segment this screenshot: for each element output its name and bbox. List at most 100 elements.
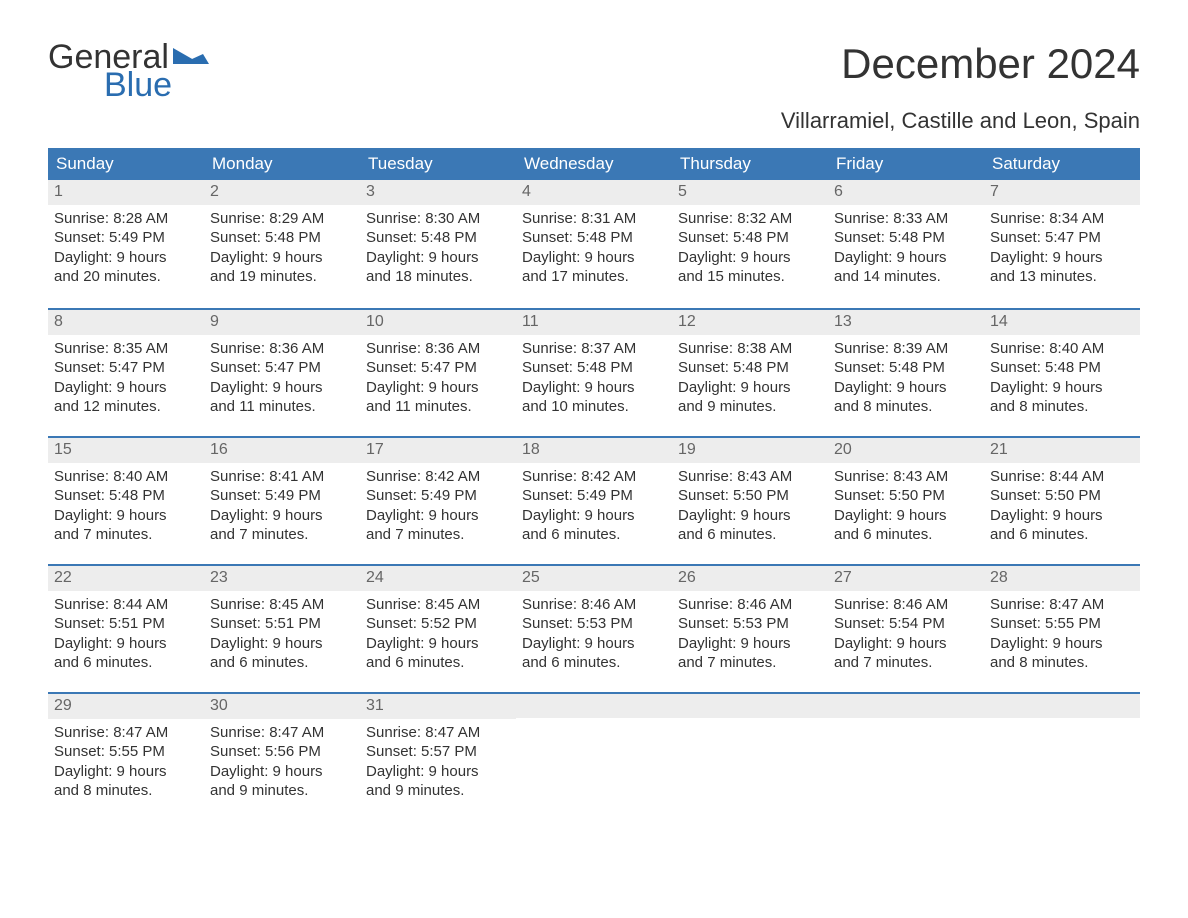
calendar-cell: 24Sunrise: 8:45 AMSunset: 5:52 PMDayligh… [360, 566, 516, 692]
day-number: 22 [48, 566, 204, 591]
day-sunset: Sunset: 5:55 PM [54, 742, 198, 762]
day-sunset: Sunset: 5:49 PM [210, 486, 354, 506]
day-details: Sunrise: 8:44 AMSunset: 5:51 PMDaylight:… [48, 591, 204, 683]
day-dl1: Daylight: 9 hours [522, 506, 666, 526]
day-sunrise: Sunrise: 8:42 AM [366, 467, 510, 487]
day-dl1: Daylight: 9 hours [990, 506, 1134, 526]
day-number: 4 [516, 180, 672, 205]
day-sunrise: Sunrise: 8:36 AM [210, 339, 354, 359]
day-sunset: Sunset: 5:53 PM [522, 614, 666, 634]
day-number: 14 [984, 310, 1140, 335]
day-details: Sunrise: 8:30 AMSunset: 5:48 PMDaylight:… [360, 205, 516, 297]
day-number: 13 [828, 310, 984, 335]
day-details: Sunrise: 8:41 AMSunset: 5:49 PMDaylight:… [204, 463, 360, 555]
day-dl1: Daylight: 9 hours [210, 634, 354, 654]
day-sunset: Sunset: 5:52 PM [366, 614, 510, 634]
day-number: 30 [204, 694, 360, 719]
brand-word2: Blue [104, 68, 209, 102]
day-number [828, 694, 984, 718]
day-sunset: Sunset: 5:48 PM [678, 358, 822, 378]
day-dl2: and 6 minutes. [522, 653, 666, 673]
day-dl1: Daylight: 9 hours [834, 634, 978, 654]
day-sunrise: Sunrise: 8:32 AM [678, 209, 822, 229]
day-dl1: Daylight: 9 hours [834, 378, 978, 398]
calendar-week-row: 22Sunrise: 8:44 AMSunset: 5:51 PMDayligh… [48, 564, 1140, 692]
day-dl1: Daylight: 9 hours [54, 506, 198, 526]
day-dl1: Daylight: 9 hours [834, 248, 978, 268]
day-sunrise: Sunrise: 8:46 AM [522, 595, 666, 615]
day-sunrise: Sunrise: 8:44 AM [54, 595, 198, 615]
day-number: 11 [516, 310, 672, 335]
day-number: 9 [204, 310, 360, 335]
day-sunrise: Sunrise: 8:47 AM [366, 723, 510, 743]
calendar-week-row: 8Sunrise: 8:35 AMSunset: 5:47 PMDaylight… [48, 308, 1140, 436]
day-number: 12 [672, 310, 828, 335]
day-sunset: Sunset: 5:51 PM [210, 614, 354, 634]
calendar-cell: 9Sunrise: 8:36 AMSunset: 5:47 PMDaylight… [204, 310, 360, 436]
day-dl1: Daylight: 9 hours [678, 248, 822, 268]
calendar-cell: 26Sunrise: 8:46 AMSunset: 5:53 PMDayligh… [672, 566, 828, 692]
day-sunrise: Sunrise: 8:37 AM [522, 339, 666, 359]
day-sunrise: Sunrise: 8:44 AM [990, 467, 1134, 487]
day-number: 3 [360, 180, 516, 205]
day-sunrise: Sunrise: 8:31 AM [522, 209, 666, 229]
calendar-cell: 1Sunrise: 8:28 AMSunset: 5:49 PMDaylight… [48, 180, 204, 308]
day-dl2: and 6 minutes. [522, 525, 666, 545]
day-sunrise: Sunrise: 8:36 AM [366, 339, 510, 359]
day-number: 25 [516, 566, 672, 591]
calendar-cell: 5Sunrise: 8:32 AMSunset: 5:48 PMDaylight… [672, 180, 828, 308]
day-sunset: Sunset: 5:47 PM [366, 358, 510, 378]
day-sunset: Sunset: 5:47 PM [54, 358, 198, 378]
day-sunset: Sunset: 5:49 PM [522, 486, 666, 506]
day-number: 23 [204, 566, 360, 591]
day-dl1: Daylight: 9 hours [366, 378, 510, 398]
day-details: Sunrise: 8:47 AMSunset: 5:55 PMDaylight:… [984, 591, 1140, 683]
day-dl1: Daylight: 9 hours [54, 248, 198, 268]
day-dl2: and 7 minutes. [678, 653, 822, 673]
day-sunrise: Sunrise: 8:38 AM [678, 339, 822, 359]
day-dl1: Daylight: 9 hours [54, 762, 198, 782]
day-sunset: Sunset: 5:50 PM [834, 486, 978, 506]
day-details: Sunrise: 8:32 AMSunset: 5:48 PMDaylight:… [672, 205, 828, 297]
day-number: 10 [360, 310, 516, 335]
day-dl2: and 11 minutes. [366, 397, 510, 417]
day-dl1: Daylight: 9 hours [678, 634, 822, 654]
day-number: 19 [672, 438, 828, 463]
calendar-cell: 10 Sunrise: 8:36 AMSunset: 5:47 PMDayligh… [360, 310, 516, 436]
day-sunset: Sunset: 5:47 PM [990, 228, 1134, 248]
calendar-cell: 13Sunrise: 8:39 AMSunset: 5:48 PMDayligh… [828, 310, 984, 436]
calendar-cell: 12 Sunrise: 8:38 AMSunset: 5:48 PMDayligh… [672, 310, 828, 436]
day-dl2: and 17 minutes. [522, 267, 666, 287]
day-details: Sunrise: 8:29 AMSunset: 5:48 PMDaylight:… [204, 205, 360, 297]
day-details: Sunrise: 8:46 AMSunset: 5:53 PMDaylight:… [672, 591, 828, 683]
day-label-wednesday: Wednesday [516, 148, 672, 180]
calendar-cell: 17Sunrise: 8:42 AMSunset: 5:49 PMDayligh… [360, 438, 516, 564]
day-number: 20 [828, 438, 984, 463]
calendar-cell: 3Sunrise: 8:30 AMSunset: 5:48 PMDaylight… [360, 180, 516, 308]
day-label-tuesday: Tuesday [360, 148, 516, 180]
day-dl1: Daylight: 9 hours [210, 248, 354, 268]
day-number: 2 [204, 180, 360, 205]
day-sunrise: Sunrise: 8:39 AM [834, 339, 978, 359]
day-details: Sunrise: 8:35 AMSunset: 5:47 PMDaylight:… [48, 335, 204, 427]
day-dl1: Daylight: 9 hours [366, 762, 510, 782]
calendar-cell [828, 694, 984, 820]
day-dl1: Daylight: 9 hours [834, 506, 978, 526]
calendar-cell: 2Sunrise: 8:29 AMSunset: 5:48 PMDaylight… [204, 180, 360, 308]
day-number: 29 [48, 694, 204, 719]
day-sunset: Sunset: 5:50 PM [990, 486, 1134, 506]
day-sunset: Sunset: 5:50 PM [678, 486, 822, 506]
day-sunset: Sunset: 5:57 PM [366, 742, 510, 762]
day-dl2: and 7 minutes. [834, 653, 978, 673]
day-dl1: Daylight: 9 hours [678, 378, 822, 398]
day-details: Sunrise: 8:47 AMSunset: 5:55 PMDaylight:… [48, 719, 204, 811]
day-dl1: Daylight: 9 hours [522, 248, 666, 268]
day-sunrise: Sunrise: 8:43 AM [834, 467, 978, 487]
day-sunset: Sunset: 5:48 PM [522, 228, 666, 248]
calendar-cell: 25Sunrise: 8:46 AMSunset: 5:53 PMDayligh… [516, 566, 672, 692]
day-details: Sunrise: 8:34 AMSunset: 5:47 PMDaylight:… [984, 205, 1140, 297]
calendar-cell [516, 694, 672, 820]
day-number: 21 [984, 438, 1140, 463]
calendar-cell: 18Sunrise: 8:42 AMSunset: 5:49 PMDayligh… [516, 438, 672, 564]
day-number: 8 [48, 310, 204, 335]
